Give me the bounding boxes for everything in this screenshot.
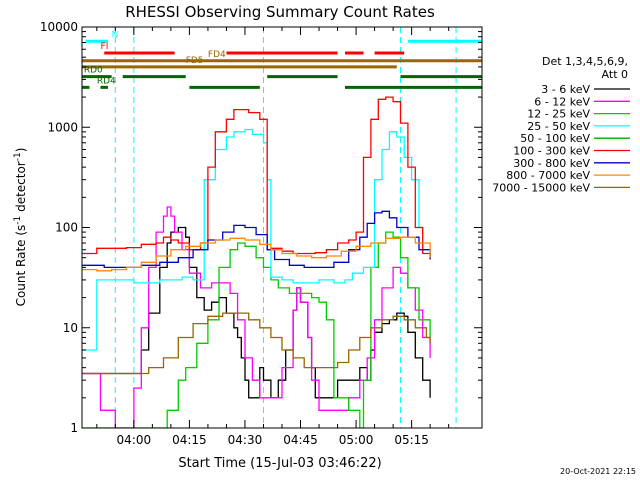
flag-label-fd5: FD5: [186, 56, 204, 66]
legend-label: 3 - 6 keV: [541, 83, 590, 96]
x-tick-label: 04:00: [117, 433, 152, 447]
series-line-6: [82, 210, 431, 269]
y-tick-label: 1000: [47, 120, 78, 134]
y-tick-label: 10: [63, 321, 78, 335]
series-line-7: [82, 236, 431, 272]
legend-label: 300 - 800 keV: [513, 157, 590, 170]
flag-label-fi: FI: [101, 42, 109, 52]
y-axis-title-part1: Count Rate (s: [14, 225, 28, 307]
legend-label: 12 - 25 keV: [527, 108, 590, 121]
y-axis-title-part2: detector: [14, 161, 28, 216]
flag-label-n: N: [112, 30, 119, 40]
legend-label: 25 - 50 keV: [527, 120, 590, 133]
y-tick-label: 100: [55, 221, 78, 235]
x-tick-label: 05:15: [394, 433, 429, 447]
y-axis: 1 10 100 1000 10000: [40, 20, 482, 435]
series-line-8: [82, 312, 431, 375]
series-line-3: [82, 128, 431, 351]
flag-label-fd4: FD4: [208, 50, 226, 60]
series-line-0: [82, 226, 431, 399]
y-axis-title: Count Rate (s-1 detector-1): [13, 148, 28, 307]
legend-label: 6 - 12 keV: [534, 95, 590, 108]
y-tick-label: 1: [70, 421, 78, 435]
timestamp: 20-Oct-2021 22:15: [560, 467, 636, 476]
y-tick-label: 10000: [40, 20, 78, 34]
x-tick-label: 04:30: [228, 433, 263, 447]
x-tick-label: 04:15: [172, 433, 207, 447]
x-axis-title: Start Time (15-Jul-03 03:46:22): [178, 456, 381, 471]
legend-header-line2: Att 0: [602, 68, 628, 81]
y-axis-title-part3: ): [14, 148, 28, 153]
x-tick-label: 05:00: [339, 433, 374, 447]
x-axis: 04:00 04:15 04:30 04:45 05:00 05:15: [96, 27, 450, 447]
series-line-2: [82, 231, 431, 428]
x-tick-label: 04:45: [283, 433, 318, 447]
flag-label-rd4: RD4: [97, 76, 116, 86]
y-axis-title-sup1: -1: [13, 216, 23, 225]
legend-label: 800 - 7000 keV: [506, 169, 590, 182]
legend-header-line1: Det 1,3,4,5,6,9,: [542, 55, 628, 68]
flag-label-rd0: RD0: [84, 66, 103, 76]
legend-label: 50 - 100 keV: [520, 132, 590, 145]
legend-label: 7000 - 15000 keV: [492, 181, 590, 194]
legend-label: 100 - 300 keV: [513, 145, 590, 158]
y-axis-title-sup2: -1: [13, 152, 23, 161]
series-line-1: [82, 206, 431, 428]
chart-title: RHESSI Observing Summary Count Rates: [125, 3, 435, 21]
